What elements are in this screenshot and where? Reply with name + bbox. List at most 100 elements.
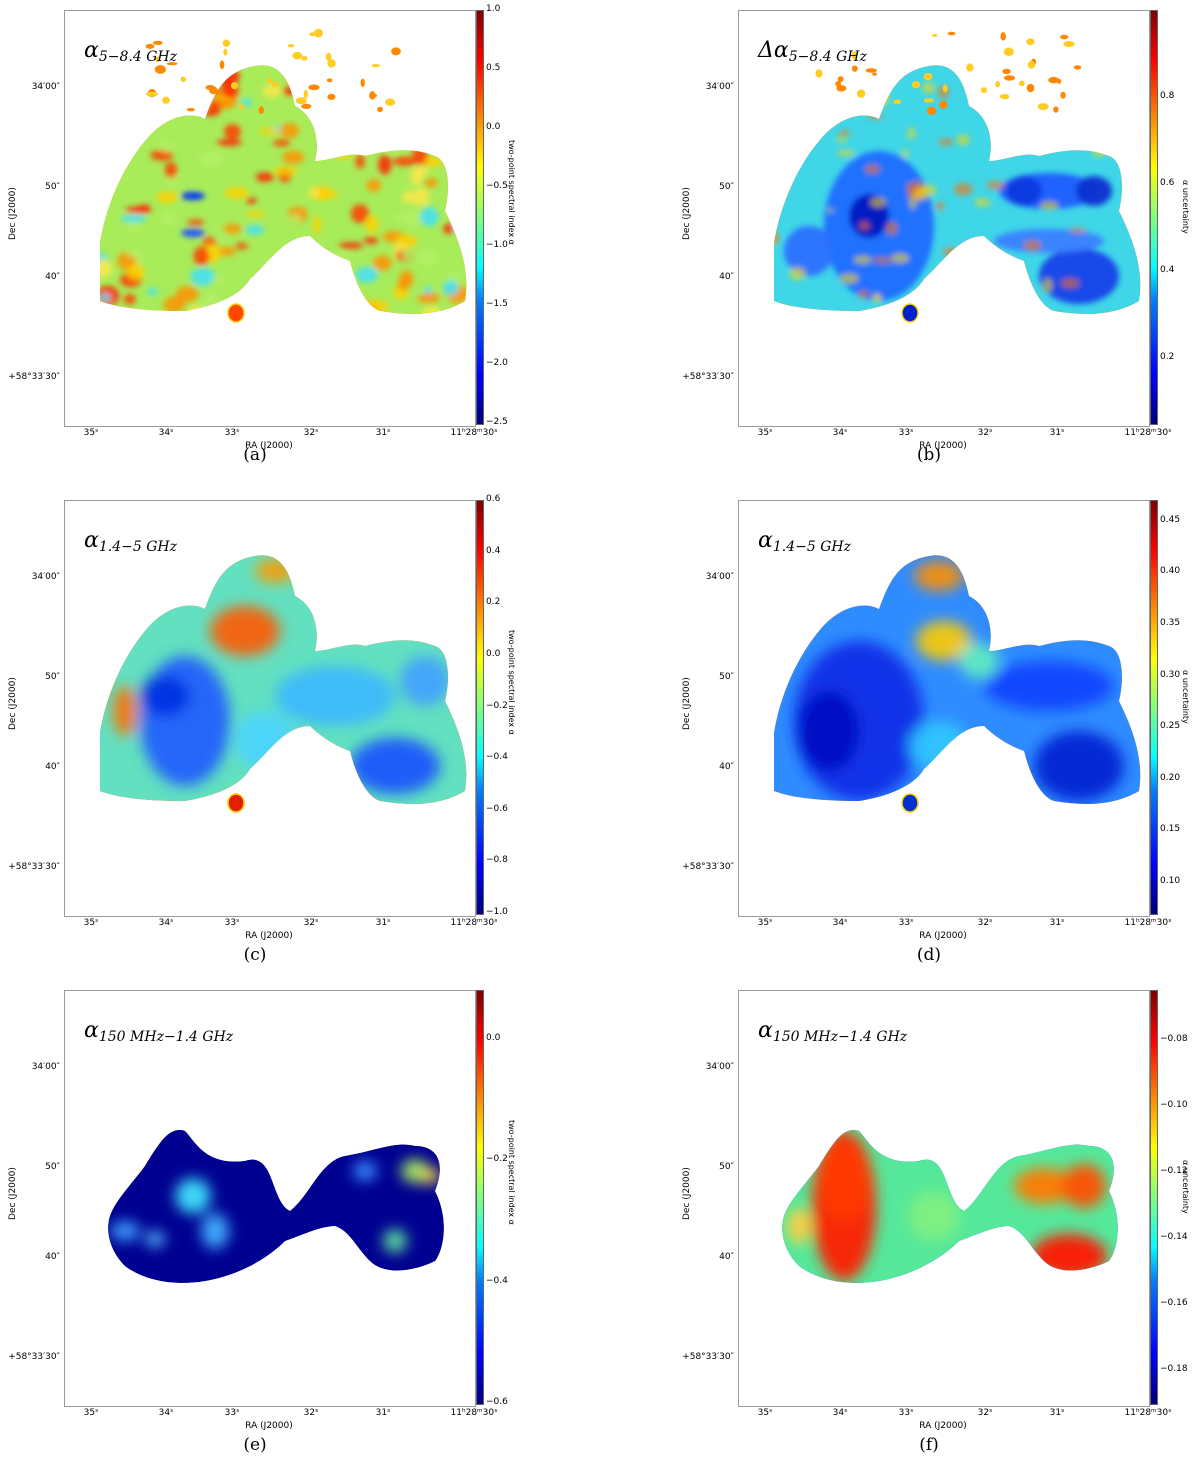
noise-island <box>267 78 274 84</box>
colorbar-label: two-point spectral index α <box>507 1120 516 1225</box>
noise-island <box>926 106 937 116</box>
colorbar-tick-label: 0.8 <box>1160 90 1175 101</box>
y-tick-label: 34′00″ <box>31 572 60 582</box>
noise-island <box>287 43 295 48</box>
y-tick-label: 34′00″ <box>705 1062 734 1072</box>
x-tick-label: 33ˢ <box>898 918 914 928</box>
map-frame <box>64 500 476 917</box>
y-tick-label: +58°33′30″ <box>8 1352 60 1362</box>
colorbar-tick-label: −2.0 <box>486 358 508 368</box>
spectral-index-map <box>108 1130 444 1283</box>
noise-island <box>1003 75 1016 81</box>
panel-title: Δα5−8.4 GHz <box>758 38 867 65</box>
noise-island <box>238 104 244 110</box>
panel-title-main: α <box>758 528 773 553</box>
y-tick-label: 34′00″ <box>705 82 734 92</box>
map-frame <box>738 10 1150 427</box>
noise-island <box>836 85 847 92</box>
y-tick-label: 40″ <box>45 762 60 772</box>
map-panel: α150 MHz−1.4 GHz 34′00″ 50″ 40″ +58°33′30″ 35… <box>682 990 1190 1431</box>
panel-title-main: α <box>84 528 99 553</box>
map-frame <box>738 990 1150 1407</box>
map-frame <box>738 500 1150 917</box>
noise-island <box>327 93 336 100</box>
x-tick-label: 33ˢ <box>224 428 240 438</box>
y-tick-label: 40″ <box>45 1252 60 1262</box>
map-panel: α5−8.4 GHz 34′00″ 50″ 40″ +58°33′30″ 35ˢ 34ˢ 33… <box>8 4 516 451</box>
colorbar <box>1150 10 1158 425</box>
panel-title: α1.4−5 GHz <box>758 528 851 555</box>
noise-island <box>145 91 158 97</box>
noise-island <box>893 99 901 105</box>
colorbar-tick-label: −1.5 <box>486 299 508 309</box>
noise-island <box>258 106 264 114</box>
x-tick-label: 11ʰ28ᵐ30ˢ <box>1124 1408 1172 1418</box>
colorbar-tick-label: −0.6 <box>486 803 508 814</box>
noise-island <box>856 89 866 98</box>
panel-title-main: α <box>758 1018 773 1043</box>
colorbar-tick-label: 0.10 <box>1160 876 1181 887</box>
spectral-index-map <box>100 555 467 813</box>
noise-island <box>923 72 933 81</box>
noise-island <box>313 28 323 38</box>
noise-island <box>923 98 935 103</box>
x-axis-label: RA (J2000) <box>919 931 967 941</box>
y-tick-label: 50″ <box>45 1162 60 1172</box>
noise-island <box>369 91 376 100</box>
panel-title-main: Δα <box>758 38 789 63</box>
noise-island <box>1057 78 1062 84</box>
panel-title-sub: 1.4−5 GHz <box>772 539 851 555</box>
noise-island <box>1002 68 1011 75</box>
map-body <box>100 555 467 804</box>
panel-title-main: α <box>84 1018 99 1043</box>
x-tick-label: 11ʰ28ᵐ30ˢ <box>1124 918 1172 928</box>
colorbar-tick-label: 0.0 <box>486 122 501 132</box>
y-tick-label: 40″ <box>45 272 60 282</box>
noise-island <box>835 81 842 87</box>
y-tick-label: 50″ <box>45 672 60 682</box>
noise-island <box>391 47 401 56</box>
panel-caption: (a) <box>243 445 267 465</box>
noise-island <box>186 107 195 112</box>
colorbar-label: α uncertainty <box>1181 1160 1190 1214</box>
noise-island <box>1053 106 1059 113</box>
x-tick-label: 11ʰ28ᵐ30ˢ <box>450 428 498 438</box>
y-tick-label: 40″ <box>719 272 734 282</box>
y-tick-label: 40″ <box>719 762 734 772</box>
x-tick-label: 31ˢ <box>1049 918 1065 928</box>
panel-title-sub: 1.4−5 GHz <box>98 539 177 555</box>
x-tick-label: 35ˢ <box>83 428 99 438</box>
spectral-index-map <box>100 28 467 323</box>
x-tick-label: 33ˢ <box>224 918 240 928</box>
panel-title-sub: 5−8.4 GHz <box>98 49 177 65</box>
x-tick-label: 35ˢ <box>757 1408 773 1418</box>
x-tick-label: 35ˢ <box>83 1408 99 1418</box>
noise-island <box>222 39 231 47</box>
y-tick-label: 34′00″ <box>31 82 60 92</box>
colorbar-tick-label: 0.40 <box>1160 566 1181 577</box>
y-tick-label: +58°33′30″ <box>8 862 60 872</box>
x-tick-label: 33ˢ <box>898 428 914 438</box>
noise-island <box>360 78 365 88</box>
noise-island <box>230 81 238 90</box>
colorbar-tick-label: 0.35 <box>1160 617 1181 628</box>
noise-island <box>942 84 948 93</box>
noise-island <box>295 97 307 105</box>
noise-island <box>326 78 333 83</box>
x-axis-label: RA (J2000) <box>245 931 293 941</box>
colorbar-tick-label: −0.8 <box>486 855 508 866</box>
x-tick-label: 32ˢ <box>303 428 319 438</box>
spectral-index-map <box>774 31 1141 323</box>
colorbar-tick-label: 0.0 <box>486 1032 501 1043</box>
noise-island <box>931 33 938 37</box>
spectral-index-map <box>774 555 1141 813</box>
x-tick-label: 34ˢ <box>832 1408 848 1418</box>
x-tick-label: 11ʰ28ᵐ30ˢ <box>450 918 498 928</box>
colorbar-label: two-point spectral index α <box>507 630 516 735</box>
colorbar-tick-label: −0.4 <box>486 752 508 763</box>
map-panel: Δα5−8.4 GHz 34′00″ 50″ 40″ +58°33′30″ 35ˢ 34ˢ 3… <box>682 10 1190 451</box>
panel-title-sub: 150 MHz−1.4 GHz <box>772 1029 908 1045</box>
compact-source <box>227 793 245 813</box>
colorbar-tick-label: 0.5 <box>486 63 501 73</box>
noise-island <box>271 82 279 88</box>
